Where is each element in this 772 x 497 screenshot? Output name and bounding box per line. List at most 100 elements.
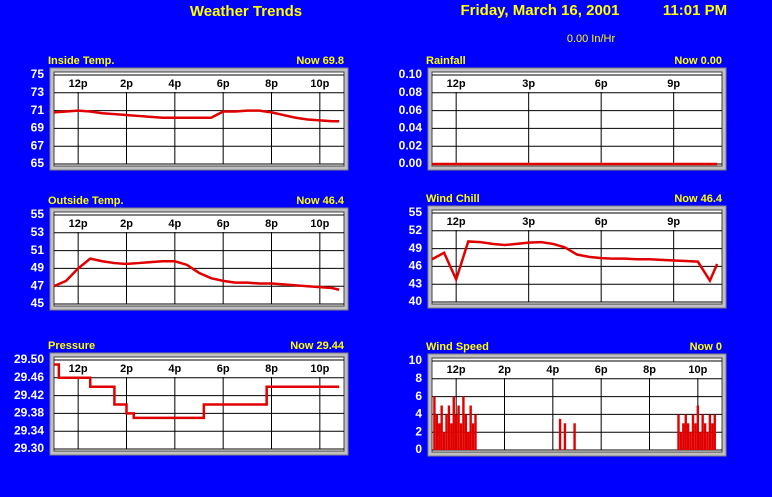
bar [686, 423, 690, 450]
y-tick-label: 43 [409, 276, 423, 290]
chart-panel: Wind Speed Now 0 0 2 4 6 8 10 12p 2p 4p 6p 8p 10p [409, 341, 727, 457]
y-tick-label: 53 [31, 225, 45, 239]
panel-title: Inside Temp. [48, 55, 114, 67]
now-value: Now 29.44 [290, 340, 345, 352]
x-tick-label: 2p [498, 364, 511, 376]
y-tick-label: 6 [415, 389, 422, 403]
chart-panel: Rainfall Now 0.00 0.00 0.02 0.04 0.06 0.08 0.10… [399, 55, 727, 171]
x-tick-label: 6p [595, 78, 608, 90]
x-tick-label: 2p [120, 218, 133, 230]
y-tick-label: 75 [31, 67, 45, 81]
bar [467, 432, 470, 450]
chart-panel: Outside Temp. Now 46.4 45 47 49 51 53 55 12p 2p 4p… [31, 195, 349, 311]
panel-title: Pressure [48, 340, 95, 352]
bar [689, 432, 692, 450]
now-value: Now 46.4 [296, 195, 345, 207]
y-tick-label: 71 [31, 103, 45, 117]
now-value: Now 0.00 [674, 55, 722, 67]
x-tick-label: 12p [447, 216, 466, 228]
x-tick-label: 4p [546, 364, 559, 376]
plot-area [53, 211, 345, 307]
x-tick-label: 9p [667, 216, 680, 228]
bar [677, 414, 680, 450]
x-tick-label: 6p [595, 364, 608, 376]
bar [452, 396, 455, 450]
x-tick-label: 2p [120, 78, 133, 90]
bar [445, 414, 448, 450]
y-tick-label: 69 [31, 121, 45, 135]
bar [469, 405, 472, 450]
x-tick-label: 6p [217, 218, 230, 230]
x-tick-label: 8p [265, 78, 278, 90]
data-line [54, 363, 340, 420]
y-tick-label: 49 [31, 261, 45, 275]
x-tick-label: 12p [447, 78, 466, 90]
x-tick-label: 6p [217, 78, 230, 90]
bar [713, 414, 716, 450]
chart-panel: Wind Chill Now 46.4 40 43 46 49 52 55 12p 3p 6p 9p [409, 193, 727, 309]
panel-title: Outside Temp. [48, 195, 124, 207]
x-tick-label: 4p [168, 218, 181, 230]
x-tick-label: 10p [310, 218, 329, 230]
chart-panel: Inside Temp. Now 69.8 65 67 69 71 73 75 12p 2p 4p 6… [31, 55, 349, 171]
y-tick-label: 49 [409, 241, 423, 255]
x-tick-label: 8p [265, 363, 278, 375]
bar [563, 423, 567, 450]
bar [694, 423, 697, 450]
x-tick-label: 4p [168, 363, 181, 375]
y-tick-label: 65 [31, 156, 45, 170]
y-tick-label: 29.42 [14, 388, 44, 402]
bar [679, 432, 683, 450]
panel-title: Wind Speed [426, 341, 489, 353]
y-tick-label: 51 [31, 243, 45, 257]
x-tick-label: 8p [643, 364, 656, 376]
bar [699, 432, 702, 450]
x-tick-label: 10p [688, 364, 707, 376]
data-line [53, 257, 340, 291]
bar [435, 414, 439, 450]
x-tick-label: 3p [522, 78, 535, 90]
x-tick-label: 8p [265, 218, 278, 230]
y-tick-label: 8 [415, 371, 422, 385]
bar [450, 423, 453, 450]
x-tick-label: 12p [69, 78, 88, 90]
y-tick-label: 46 [409, 259, 423, 273]
y-tick-label: 67 [31, 138, 45, 152]
y-tick-label: 29.30 [14, 441, 44, 455]
y-tick-label: 29.38 [14, 406, 44, 420]
y-tick-label: 40 [409, 294, 423, 308]
y-tick-label: 55 [409, 205, 423, 219]
chart-panel: Pressure Now 29.44 29.30 29.34 29.38 29.42 29.… [14, 340, 349, 456]
bar [447, 405, 451, 450]
bar [684, 414, 687, 450]
bar [703, 423, 707, 450]
y-tick-label: 0.08 [399, 85, 423, 99]
bar [706, 432, 709, 450]
plot-area [431, 357, 723, 453]
bar [433, 396, 436, 450]
y-tick-label: 0.02 [399, 138, 423, 152]
x-tick-label: 10p [310, 363, 329, 375]
page-title: Weather Trends [190, 3, 302, 20]
bar [454, 414, 458, 450]
bar [471, 423, 475, 450]
y-tick-label: 0.04 [399, 121, 423, 135]
bar [682, 423, 685, 450]
bar [474, 414, 477, 450]
bar [464, 414, 468, 450]
x-tick-label: 12p [69, 218, 88, 230]
y-tick-label: 45 [31, 296, 45, 310]
bar [438, 423, 441, 450]
y-tick-label: 29.50 [14, 352, 44, 366]
rain-rate: 0.00 In/Hr [567, 33, 616, 45]
bar [701, 414, 704, 450]
date: Friday, March 16, 2001 [461, 2, 620, 19]
plot-area [53, 71, 345, 167]
bar [711, 423, 714, 450]
bar [691, 414, 695, 450]
time: 11:01 PM [663, 2, 727, 19]
y-tick-label: 52 [409, 223, 423, 237]
x-tick-label: 6p [595, 216, 608, 228]
